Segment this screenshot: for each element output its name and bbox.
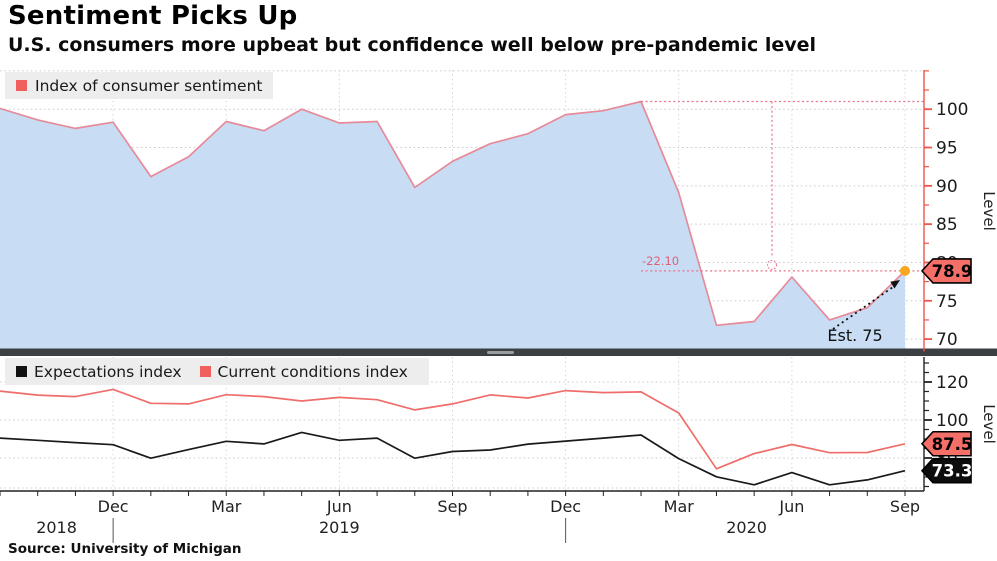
top-y-tick-label: 95 xyxy=(936,139,958,159)
bottom-y-tick-label: 100 xyxy=(936,411,968,431)
conditions-legend-swatch-icon xyxy=(199,366,211,377)
drop-value-label: -22.10 xyxy=(642,254,679,268)
expectations-legend-label: Expectations index xyxy=(34,362,182,381)
month-label: Dec xyxy=(550,497,581,516)
bottom-chart-legend: Expectations index Current conditions in… xyxy=(5,358,429,385)
sentiment-value-tag: 78.9 xyxy=(932,262,973,281)
month-label: Mar xyxy=(211,497,242,516)
value-tag xyxy=(920,258,972,284)
month-label: Jun xyxy=(778,497,804,516)
value-tag xyxy=(920,457,972,484)
drop-end-marker-icon xyxy=(766,259,778,270)
estimate-arrowhead-icon xyxy=(890,280,900,289)
top-y-axis-title: Level xyxy=(980,191,997,231)
conditions-legend-label: Current conditions index xyxy=(217,362,408,381)
month-label: Sep xyxy=(890,497,920,516)
expectations-value-tag: 73.3 xyxy=(932,462,973,481)
month-label: Dec xyxy=(98,497,129,516)
top-y-tick-label: 70 xyxy=(936,330,958,350)
top-y-tick-label: 85 xyxy=(936,215,958,235)
top-chart-legend: Index of consumer sentiment xyxy=(5,72,274,99)
page-title: Sentiment Picks Up xyxy=(8,1,298,31)
divider-handle[interactable] xyxy=(487,351,514,354)
conditions-legend-item: Current conditions index xyxy=(199,362,408,381)
sentiment-line xyxy=(0,100,906,327)
expectations-line xyxy=(0,431,906,486)
expectations-legend-swatch-icon xyxy=(16,366,27,377)
last-point-marker-icon xyxy=(899,265,910,276)
month-label: Sep xyxy=(437,497,467,516)
bottom-y-axis-title: Level xyxy=(980,404,997,444)
sentiment-legend-swatch-icon xyxy=(16,80,27,91)
year-label: 2018 xyxy=(36,518,77,537)
bottom-y-tick-label: 120 xyxy=(936,373,968,393)
estimate-label: Est. 75 xyxy=(827,326,882,345)
month-label: Jun xyxy=(326,497,352,516)
sentiment-legend-label: Index of consumer sentiment xyxy=(35,76,263,95)
source-note: Source: University of Michigan xyxy=(8,541,242,557)
estimate-arrow xyxy=(832,286,894,330)
sentiment-area xyxy=(0,101,905,352)
top-y-tick-label: 100 xyxy=(936,100,968,120)
month-label: Mar xyxy=(664,497,695,516)
top-y-tick-label: 75 xyxy=(936,292,958,312)
value-tag xyxy=(920,430,972,457)
conditions-value-tag: 87.5 xyxy=(932,435,973,454)
page-subtitle: U.S. consumers more upbeat but confidenc… xyxy=(8,34,817,56)
current-conditions-line xyxy=(0,388,906,470)
top-y-tick-label: 90 xyxy=(936,177,958,197)
year-label: 2019 xyxy=(319,518,360,537)
year-label: 2020 xyxy=(726,518,767,537)
expectations-legend-item: Expectations index xyxy=(16,363,182,381)
